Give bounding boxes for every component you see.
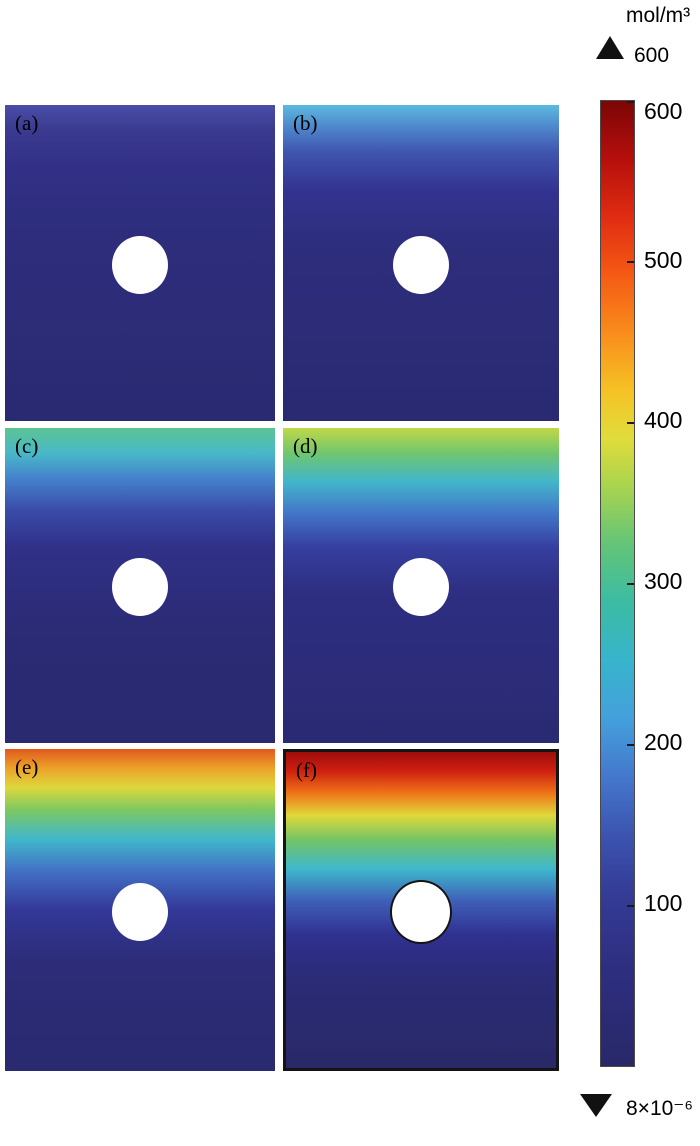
colorbar-tick-200 xyxy=(627,744,634,746)
colorbar-tick-label-500: 500 xyxy=(644,247,683,274)
panel-d: (d) xyxy=(283,428,559,743)
panel-c: (c) xyxy=(5,428,275,743)
panel-e-label: (e) xyxy=(15,755,39,779)
panel-b-void-circle xyxy=(393,235,449,294)
colorbar-tick-label-100: 100 xyxy=(644,890,683,917)
panel-b-label: (b) xyxy=(293,111,318,135)
colorbar-tick-400 xyxy=(627,422,634,424)
colorbar-tick-label-200: 200 xyxy=(644,729,683,756)
panel-e-void-circle xyxy=(112,882,168,941)
colorbar-tick-label-600: 600 xyxy=(644,98,683,125)
colorbar-tick-500 xyxy=(627,261,634,263)
max-arrow-icon xyxy=(596,36,624,59)
colorbar-max-label: 600 xyxy=(634,44,670,67)
panel-b: (b) xyxy=(283,105,559,421)
colorbar-tick-300 xyxy=(627,583,634,585)
colorbar-unit-label: mol/m³ xyxy=(626,4,691,27)
panel-f-label: (f) xyxy=(296,758,317,782)
panel-a-void-circle xyxy=(112,235,168,294)
min-arrow-icon xyxy=(580,1094,612,1117)
colorbar-tick-label-300: 300 xyxy=(644,568,683,595)
panel-a-label: (a) xyxy=(15,111,39,135)
panel-e: (e) xyxy=(5,749,275,1071)
colorbar-tick-100 xyxy=(627,905,634,907)
panel-f-void-circle xyxy=(390,879,452,944)
colorbar-tick-600 xyxy=(627,101,634,103)
panel-c-label: (c) xyxy=(15,434,39,458)
panel-d-label: (d) xyxy=(293,434,318,458)
colorbar xyxy=(600,100,635,1067)
colorbar-tick-label-400: 400 xyxy=(644,407,683,434)
colorbar-min-label: 8×10⁻⁶ xyxy=(626,1097,694,1120)
panel-c-void-circle xyxy=(112,558,168,617)
panel-a: (a) xyxy=(5,105,275,421)
panel-f: (f) xyxy=(283,749,559,1071)
panel-d-void-circle xyxy=(393,558,449,617)
